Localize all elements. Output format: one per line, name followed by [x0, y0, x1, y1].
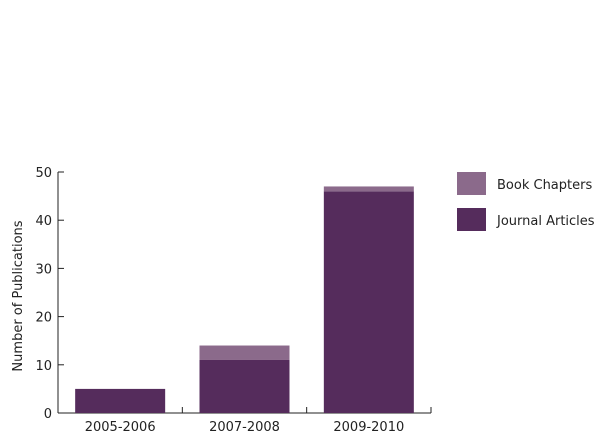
bar-journal-articles-2007-2008: [199, 359, 290, 413]
legend-label-book-chapters: Book Chapters: [497, 178, 592, 193]
y-tick-label-50: 50: [35, 166, 52, 181]
bar-journal-articles-2009-2010: [323, 191, 414, 413]
bars: [75, 186, 414, 413]
bar-book-chapters-2009-2010: [323, 186, 414, 192]
legend-swatch-book-chapters: [457, 172, 486, 195]
axis-labels: 0 10 20 30 40 50 2005-2006 2007-2008 2009-2010: [35, 166, 404, 435]
y-tick-label-0: 0: [44, 407, 52, 422]
x-category-label-2009-2010: 2009-2010: [333, 420, 404, 435]
y-tick-label-20: 20: [35, 311, 52, 326]
y-axis-title: Number of Publications: [11, 220, 26, 371]
legend: Book Chapters Journal Articles: [457, 172, 595, 231]
bar-journal-articles-2005-2006: [75, 388, 166, 413]
x-category-label-2007-2008: 2007-2008: [209, 420, 280, 435]
y-tick-label-10: 10: [35, 359, 52, 374]
legend-label-journal-articles: Journal Articles: [496, 214, 595, 229]
y-tick-label-40: 40: [35, 214, 52, 229]
bar-book-chapters-2007-2008: [199, 345, 290, 360]
x-category-label-2005-2006: 2005-2006: [85, 420, 156, 435]
legend-swatch-journal-articles: [457, 208, 486, 231]
y-tick-label-30: 30: [35, 262, 52, 277]
